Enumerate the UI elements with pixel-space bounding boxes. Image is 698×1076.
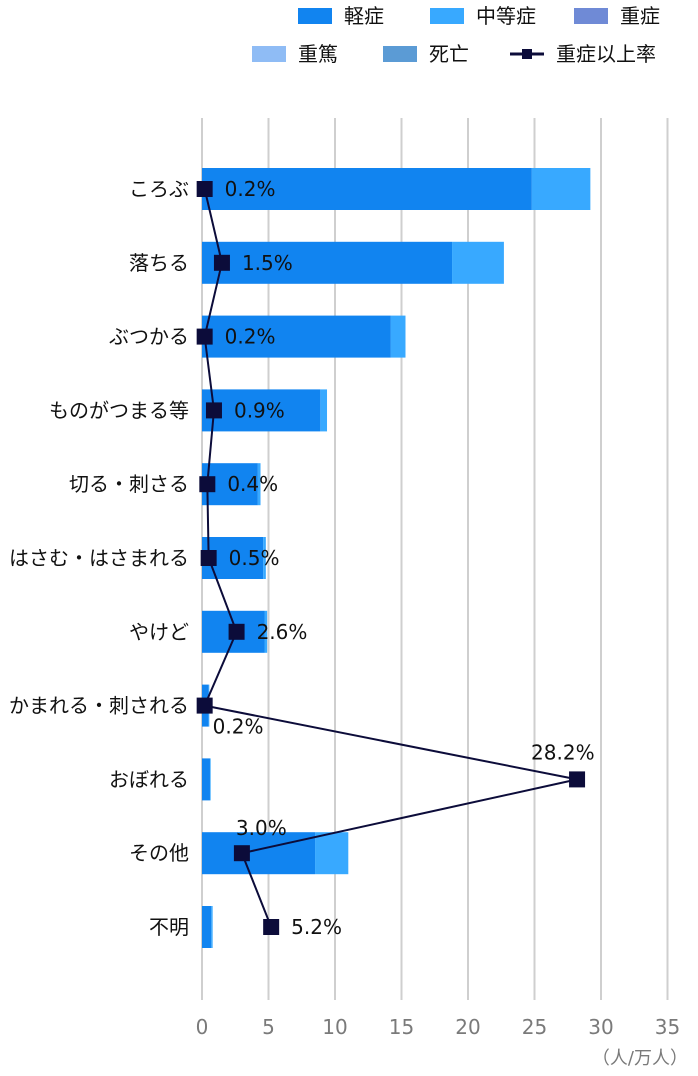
bar-segment xyxy=(531,168,591,210)
legend-item: 重症 xyxy=(574,4,660,28)
legend-marker-swatch xyxy=(522,49,532,59)
severe-rate-label: 0.5% xyxy=(229,546,280,570)
severe-rate-label: 0.2% xyxy=(225,325,276,349)
severe-rate-marker xyxy=(213,254,230,271)
bar-segment xyxy=(257,463,261,506)
bar-segment xyxy=(452,241,504,284)
severe-rate-marker xyxy=(196,181,213,197)
severe-rate-label: 3.0% xyxy=(236,816,287,840)
legend-label: 重症 xyxy=(620,4,660,28)
bar-segment xyxy=(264,610,268,653)
severe-rate-label: 5.2% xyxy=(291,915,342,939)
legend-swatch xyxy=(298,8,332,24)
x-tick-label: 30 xyxy=(588,1015,613,1039)
category-label: はさむ・はさまれる xyxy=(9,546,189,570)
x-tick-label: 10 xyxy=(322,1015,347,1039)
bar-segment xyxy=(263,537,266,579)
severe-rate-marker xyxy=(196,697,213,714)
severe-rate-line: 0.2% 1.5% 0.2% 0.9% 0.4% 0.5% 2.6% 0.2% 28.2% 3.0… xyxy=(196,177,595,939)
category-label: おぼれる xyxy=(109,767,189,791)
category-label: 不明 xyxy=(149,915,189,939)
severe-rate-label: 0.2% xyxy=(225,177,276,201)
legend-swatch xyxy=(383,46,417,62)
severe-rate-label: 1.5% xyxy=(242,251,293,275)
x-tick-label: 5 xyxy=(262,1015,275,1039)
severe-rate-label: 0.4% xyxy=(227,472,278,496)
bars xyxy=(202,168,591,948)
x-axis-unit: （人/万人） xyxy=(592,1048,688,1069)
legend-label: 死亡 xyxy=(429,42,469,66)
severe-rate-marker xyxy=(205,402,222,419)
bar-segment xyxy=(202,315,391,358)
severe-rate-marker xyxy=(200,550,217,566)
legend-item: 中等症 xyxy=(430,4,536,28)
severe-rate-label: 2.6% xyxy=(257,620,308,644)
category-label: 切る・刺さる xyxy=(69,472,189,496)
severe-rate-marker xyxy=(569,771,586,788)
bar-segment xyxy=(202,758,210,801)
legend-label: 中等症 xyxy=(476,4,536,28)
legend-item: 重篤 xyxy=(252,42,338,66)
severe-rate-marker xyxy=(228,623,245,640)
severe-rate-marker xyxy=(233,845,250,862)
bar-segment xyxy=(202,832,316,875)
legend-swatch xyxy=(430,8,464,24)
legend-item: 死亡 xyxy=(383,42,469,66)
severe-rate-label: 0.9% xyxy=(234,398,285,422)
severe-rate-label: 0.2% xyxy=(213,715,264,739)
bar-segment xyxy=(390,315,406,358)
severe-rate-marker xyxy=(263,919,280,935)
legend-swatch xyxy=(252,46,286,62)
bar-segment xyxy=(202,906,212,948)
category-label: 落ちる xyxy=(129,251,189,275)
x-tick-label: 15 xyxy=(389,1015,414,1039)
category-label: かまれる・刺される xyxy=(9,694,189,718)
bar-segment xyxy=(202,241,453,284)
severe-rate-label: 28.2% xyxy=(531,740,595,764)
x-tick-label: 20 xyxy=(455,1015,480,1039)
bar-segment xyxy=(320,389,328,432)
legend-swatch xyxy=(574,8,608,24)
category-label: その他 xyxy=(129,841,189,865)
x-tick-label: 35 xyxy=(655,1015,680,1039)
bar-segment xyxy=(315,832,349,875)
category-label: ものがつまる等 xyxy=(49,398,189,422)
category-labels: ころぶ落ちるぶつかるものがつまる等切る・刺さるはさむ・はさまれるやけどかまれる・… xyxy=(9,177,189,939)
bar-segment xyxy=(202,168,532,210)
legend-label: 軽症 xyxy=(344,4,384,28)
bar-segment xyxy=(209,758,211,801)
bar-segment xyxy=(211,906,213,948)
legend-item: 重症以上率 xyxy=(510,42,656,66)
category-label: やけど xyxy=(129,620,189,644)
category-label: ころぶ xyxy=(129,177,189,201)
x-axis-ticks: 0 5 10 15 20 25 30 35 xyxy=(196,1015,681,1039)
x-tick-label: 0 xyxy=(196,1015,209,1039)
x-tick-label: 25 xyxy=(522,1015,547,1039)
legend-item: 軽症 xyxy=(298,4,384,28)
severe-rate-marker xyxy=(196,328,213,345)
legend-label: 重篤 xyxy=(298,42,338,66)
category-label: ぶつかる xyxy=(109,325,189,349)
legend-label: 重症以上率 xyxy=(556,42,656,66)
severe-rate-marker xyxy=(199,476,216,493)
